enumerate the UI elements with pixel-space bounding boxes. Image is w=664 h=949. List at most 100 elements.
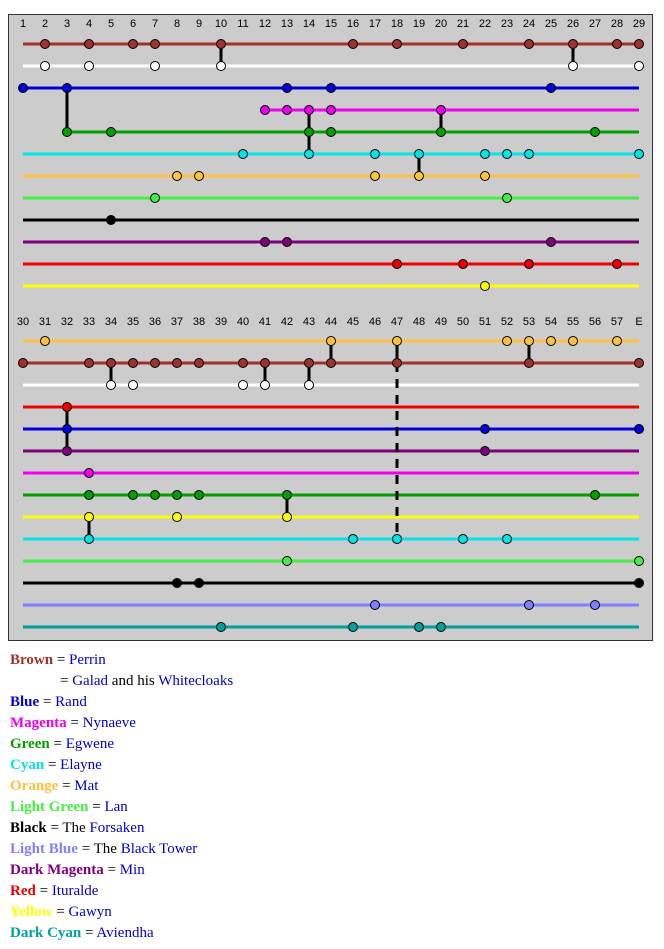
event-node	[502, 193, 512, 203]
event-node	[282, 83, 292, 93]
chapter-label: 56	[589, 316, 601, 328]
event-node	[150, 358, 160, 368]
event-node	[172, 358, 182, 368]
event-node	[106, 380, 116, 390]
legend-equals: =	[81, 925, 97, 941]
legend-character-link[interactable]: Mat	[74, 778, 99, 794]
event-node	[106, 358, 116, 368]
chapter-label: 34	[105, 316, 117, 328]
chapter-label: 42	[281, 316, 293, 328]
event-node	[150, 490, 160, 500]
legend-equals: =	[44, 757, 61, 773]
legend-row: Orange = Mat	[10, 776, 233, 797]
event-node	[194, 490, 204, 500]
legend-color-name: Light Blue	[10, 841, 78, 857]
legend-color-name: Orange	[10, 778, 59, 794]
legend-character-link[interactable]: Elayne	[60, 757, 102, 773]
chapter-label: 53	[523, 316, 535, 328]
legend-character-link[interactable]: Egwene	[65, 736, 114, 752]
legend-equals: =	[66, 715, 83, 731]
event-node	[282, 237, 292, 247]
chapter-label: 33	[83, 316, 95, 328]
event-node	[62, 446, 72, 456]
chapter-label: E	[635, 316, 642, 328]
diagram-panel	[8, 14, 653, 641]
chapter-label: 9	[196, 18, 202, 30]
legend-character-link[interactable]: Ituralde	[51, 883, 99, 899]
chapter-label: 55	[567, 316, 579, 328]
event-node	[194, 171, 204, 181]
legend-character-link[interactable]: Perrin	[69, 652, 106, 668]
chapter-label: 46	[369, 316, 381, 328]
event-node	[62, 402, 72, 412]
event-node	[590, 490, 600, 500]
event-node	[40, 61, 50, 71]
event-node	[194, 358, 204, 368]
chapter-label: 19	[413, 18, 425, 30]
legend-character-link[interactable]: Min	[119, 862, 145, 878]
legend-character-link[interactable]: Forsaken	[89, 820, 145, 836]
legend-character-link[interactable]: Rand	[55, 694, 87, 710]
chapter-label: 2	[42, 18, 48, 30]
legend-row: Yellow = Gawyn	[10, 902, 233, 923]
legend-character-link[interactable]: Galad	[72, 673, 109, 689]
chapter-label: 4	[86, 18, 92, 30]
event-node	[128, 39, 138, 49]
event-node	[634, 39, 644, 49]
chapter-label: 57	[611, 316, 623, 328]
legend-row: Blue = Rand	[10, 692, 233, 713]
event-node	[458, 534, 468, 544]
legend-equals: =	[49, 736, 66, 752]
event-node	[260, 358, 270, 368]
event-node	[370, 171, 380, 181]
legend-equals: =	[39, 694, 56, 710]
chapter-label: 27	[589, 18, 601, 30]
event-node	[128, 490, 138, 500]
legend-character-link[interactable]: Nynaeve	[82, 715, 136, 731]
legend-equals: =	[58, 778, 75, 794]
event-node	[216, 622, 226, 632]
event-node	[326, 358, 336, 368]
chapter-label: 32	[61, 316, 73, 328]
chapter-label: 49	[435, 316, 447, 328]
legend-character-link[interactable]: Gawyn	[68, 904, 112, 920]
event-node	[392, 336, 402, 346]
event-node	[612, 39, 622, 49]
event-node	[84, 39, 94, 49]
event-node	[84, 534, 94, 544]
chapter-label: 17	[369, 18, 381, 30]
event-node	[84, 61, 94, 71]
chapter-label: 36	[149, 316, 161, 328]
event-node	[106, 215, 116, 225]
legend-row: Cyan = Elayne	[10, 755, 233, 776]
event-node	[370, 600, 380, 610]
legend-color-name: Green	[10, 736, 50, 752]
event-node	[502, 534, 512, 544]
event-node	[502, 336, 512, 346]
event-node	[282, 556, 292, 566]
event-node	[304, 358, 314, 368]
chapter-label: 39	[215, 316, 227, 328]
event-node	[326, 83, 336, 93]
chapter-label: 51	[479, 316, 491, 328]
event-node	[480, 424, 490, 434]
chapter-label: 47	[391, 316, 403, 328]
legend-character-link[interactable]: Lan	[104, 799, 128, 815]
chapter-label: 13	[281, 18, 293, 30]
legend-text: The	[62, 820, 90, 836]
event-node	[18, 358, 28, 368]
event-node	[414, 149, 424, 159]
chapter-label: 21	[457, 18, 469, 30]
legend-color-name: Blue	[10, 694, 40, 710]
legend-character-link[interactable]: Aviendha	[96, 925, 154, 941]
event-node	[326, 336, 336, 346]
event-node	[458, 39, 468, 49]
legend-color-name: Light Green	[10, 799, 89, 815]
chapter-label: 8	[174, 18, 180, 30]
chapter-label: 26	[567, 18, 579, 30]
legend-character-link[interactable]: Whitecloaks	[158, 673, 234, 689]
legend-character-link[interactable]: Black Tower	[120, 841, 198, 857]
legend-row: Light Green = Lan	[10, 797, 233, 818]
event-node	[634, 424, 644, 434]
chapter-label: 11	[237, 18, 248, 30]
